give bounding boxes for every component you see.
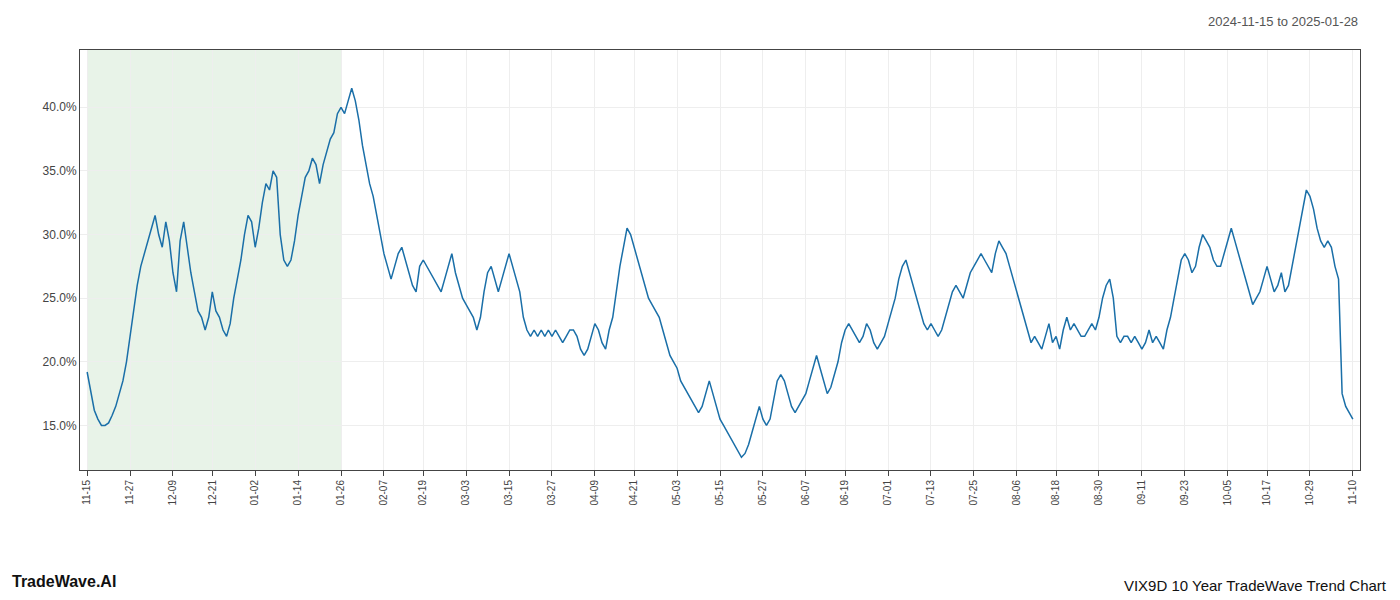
svg-text:12-09: 12-09 <box>167 480 178 506</box>
svg-text:10-29: 10-29 <box>1304 480 1315 506</box>
svg-text:05-15: 05-15 <box>714 480 725 506</box>
svg-text:03-15: 03-15 <box>503 480 514 506</box>
svg-text:09-11: 09-11 <box>1136 480 1147 505</box>
svg-text:30.0%: 30.0% <box>43 228 77 242</box>
svg-text:20.0%: 20.0% <box>43 355 77 369</box>
svg-text:11-15: 11-15 <box>81 480 92 505</box>
svg-text:15.0%: 15.0% <box>43 419 77 433</box>
svg-text:VIX9D 10 Year TradeWave Trend: VIX9D 10 Year TradeWave Trend Chart <box>1124 577 1387 594</box>
svg-text:01-26: 01-26 <box>335 480 346 506</box>
svg-text:2024-11-15 to 2025-01-28: 2024-11-15 to 2025-01-28 <box>1208 14 1358 29</box>
svg-text:09-23: 09-23 <box>1179 480 1190 506</box>
svg-text:05-03: 05-03 <box>671 480 682 506</box>
svg-text:02-07: 02-07 <box>378 480 389 506</box>
svg-text:05-27: 05-27 <box>757 480 768 506</box>
svg-text:40.0%: 40.0% <box>43 100 77 114</box>
svg-text:02-19: 02-19 <box>417 480 428 506</box>
svg-text:11-27: 11-27 <box>124 480 135 505</box>
svg-text:03-03: 03-03 <box>460 480 471 506</box>
svg-text:10-17: 10-17 <box>1261 480 1272 506</box>
svg-text:04-21: 04-21 <box>628 480 639 506</box>
svg-text:06-07: 06-07 <box>800 480 811 506</box>
svg-text:08-30: 08-30 <box>1093 480 1104 506</box>
svg-text:08-06: 08-06 <box>1011 480 1022 506</box>
svg-text:06-19: 06-19 <box>839 480 850 506</box>
svg-text:07-01: 07-01 <box>882 480 893 506</box>
svg-text:12-21: 12-21 <box>207 480 218 506</box>
svg-text:35.0%: 35.0% <box>43 164 77 178</box>
svg-text:03-27: 03-27 <box>546 480 557 506</box>
svg-text:08-18: 08-18 <box>1050 480 1061 506</box>
svg-text:04-09: 04-09 <box>589 480 600 506</box>
svg-text:07-25: 07-25 <box>968 480 979 506</box>
svg-text:01-02: 01-02 <box>249 480 260 506</box>
svg-text:07-13: 07-13 <box>925 480 936 506</box>
svg-text:TradeWave.AI: TradeWave.AI <box>12 573 116 590</box>
svg-text:11-10: 11-10 <box>1347 480 1358 505</box>
svg-text:10-05: 10-05 <box>1222 480 1233 506</box>
svg-text:01-14: 01-14 <box>292 480 303 506</box>
svg-text:25.0%: 25.0% <box>43 291 77 305</box>
